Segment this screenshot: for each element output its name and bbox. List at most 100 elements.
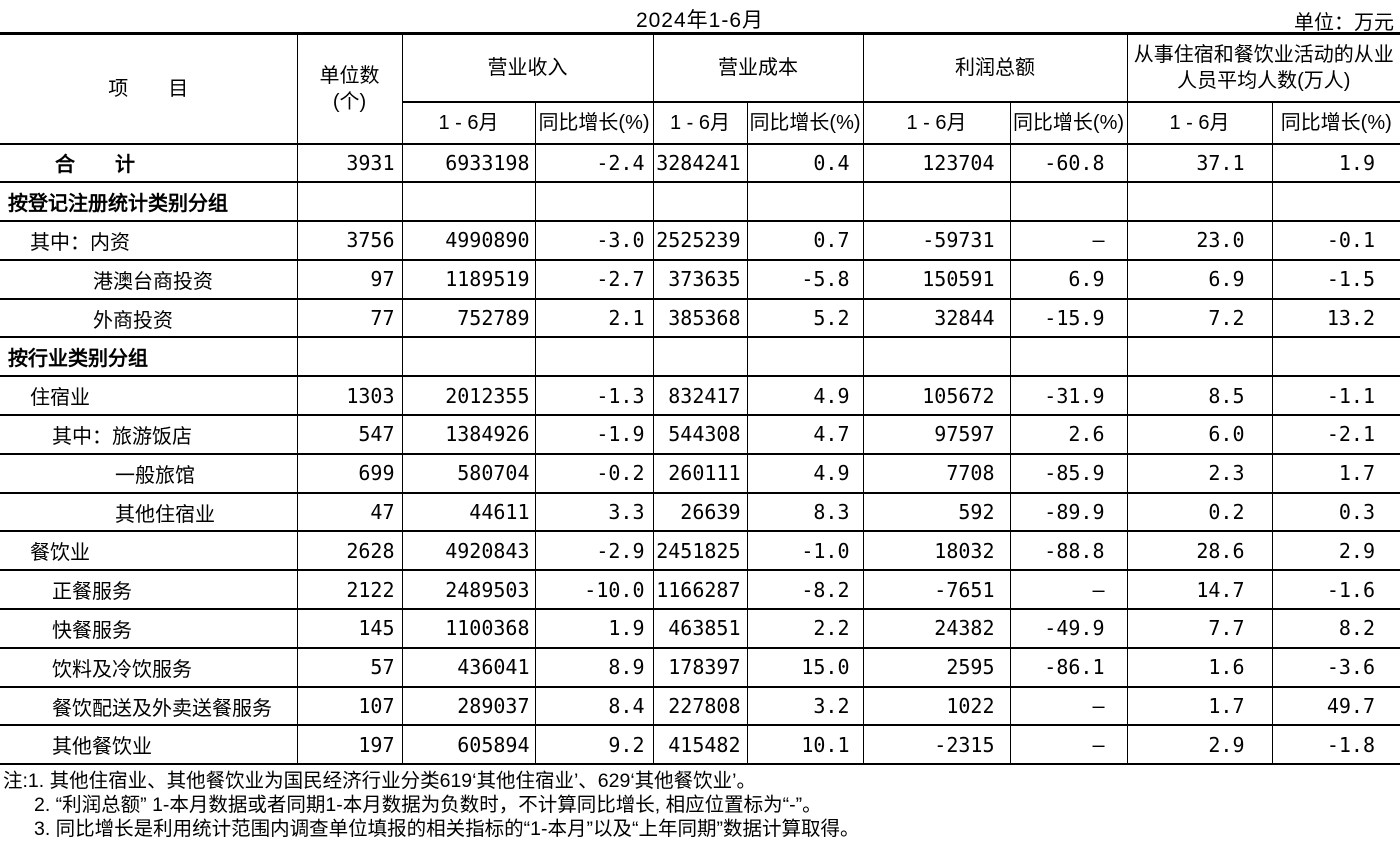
page-title: 2024年1-6月 [635, 9, 765, 32]
table-row: 其中：旅游饭店 547 1384926 -1.9 544308 4.7 97597 2.6 6.… [0, 414, 1400, 455]
title-bar: 2024年1-6月 单位：万元 [0, 0, 1400, 34]
row-value: 150591 [862, 258, 1011, 300]
row-value: 3931 [296, 142, 403, 184]
row-label: 其他餐饮业 [0, 724, 298, 766]
row-value: 6.9 [1126, 258, 1273, 300]
row-value: 4990890 [401, 220, 536, 261]
row-value [862, 336, 1011, 378]
table-body: 合 计 3931 6933198 -2.4 3284241 0.4 123704 -60.8 3… [0, 142, 1400, 766]
row-value: 1303 [296, 375, 403, 417]
header-row-sub: 1 - 6月 同比增长(%) 1 - 6月 同比增长(%) 1 - 6月 同比增… [0, 100, 1400, 145]
row-value: 47 [296, 491, 403, 533]
row-label: 一般旅馆 [0, 452, 298, 494]
row-value: 227808 [652, 685, 748, 727]
row-label: 正餐服务 [0, 569, 298, 611]
row-value: 5.2 [746, 297, 864, 339]
row-value: 6933198 [401, 142, 536, 184]
row-value: 547 [296, 414, 403, 455]
table-row: 餐饮配送及外卖送餐服务 107 289037 8.4 227808 3.2 1022—1.7… [0, 685, 1400, 727]
row-value [296, 336, 403, 378]
row-value: 2.9 [1126, 724, 1273, 766]
row-value: 26639 [652, 491, 748, 533]
table-row: 餐饮业 2628 4920843 -2.9 2451825 -1.0 18032 -88.8 2… [0, 530, 1400, 572]
row-value: 3.2 [746, 685, 864, 727]
row-value: 23.0 [1126, 220, 1273, 261]
row-value: 1.9 [534, 608, 654, 649]
subheader-staff-growth: 同比增长(%) [1271, 100, 1400, 145]
row-value: -5.8 [746, 258, 864, 300]
row-value: -88.8 [1009, 530, 1128, 572]
col-header-staff-line2: 人员平均人数(万人) [1177, 69, 1351, 92]
row-value: 8.4 [534, 685, 654, 727]
row-value: 145 [296, 608, 403, 649]
subheader-revenue-growth: 同比增长(%) [534, 100, 654, 145]
row-value: 1.7 [1271, 452, 1400, 494]
row-value: 1.6 [1126, 646, 1273, 688]
row-value [746, 181, 864, 223]
table-row: 其他餐饮业 197 605894 9.2 415482 10.1 -2315—2.9 -1.8 [0, 724, 1400, 766]
row-value [296, 181, 403, 223]
row-value: -1.5 [1271, 258, 1400, 300]
row-value [1009, 181, 1128, 223]
table-row: 外商投资 77 752789 2.1 385368 5.2 32844 -15.9 7.2 13.… [0, 297, 1400, 339]
row-value: 9.2 [534, 724, 654, 766]
footnote-line: 2. “利润总额” 1-本月数据或者同期1-本月数据为负数时，不计算同比增长, … [34, 794, 822, 817]
row-value: 107 [296, 685, 403, 727]
row-value: 0.7 [746, 220, 864, 261]
row-value: 1022 [862, 685, 1011, 727]
row-value: -1.1 [1271, 375, 1400, 417]
unit-label: 单位：万元 [1294, 12, 1394, 34]
row-value: 4920843 [401, 530, 536, 572]
row-value: -59731 [862, 220, 1011, 261]
row-value: 6.9 [1009, 258, 1128, 300]
row-label: 港澳台商投资 [0, 258, 298, 300]
table-row: 其他住宿业 47 44611 3.3 26639 8.3 592 -89.9 0.2 0.3 [0, 491, 1400, 533]
row-value: 463851 [652, 608, 748, 649]
row-value: 2.1 [534, 297, 654, 339]
row-value: — [1009, 685, 1128, 727]
row-value: 2.3 [1126, 452, 1273, 494]
row-value: -89.9 [1009, 491, 1128, 533]
row-value [401, 181, 536, 223]
table-row: 饮料及冷饮服务 57 436041 8.9 178397 15.0 2595 -86.1 1.6… [0, 646, 1400, 688]
row-value: -7651 [862, 569, 1011, 611]
row-value: 2.2 [746, 608, 864, 649]
row-value: 7.2 [1126, 297, 1273, 339]
row-value: 752789 [401, 297, 536, 339]
row-value: -60.8 [1009, 142, 1128, 184]
row-value: 197 [296, 724, 403, 766]
row-value [401, 336, 536, 378]
row-value: -0.1 [1271, 220, 1400, 261]
row-value: 1.7 [1126, 685, 1273, 727]
row-value: — [1009, 220, 1128, 261]
row-value: 105672 [862, 375, 1011, 417]
row-value: 2122 [296, 569, 403, 611]
row-value: -2315 [862, 724, 1011, 766]
row-value: -1.6 [1271, 569, 1400, 611]
row-label: 住宿业 [0, 375, 298, 417]
row-value: 592 [862, 491, 1011, 533]
row-value [534, 336, 654, 378]
row-value: -8.2 [746, 569, 864, 611]
row-value: 32844 [862, 297, 1011, 339]
row-value: 15.0 [746, 646, 864, 688]
row-value: 0.4 [746, 142, 864, 184]
row-value: 832417 [652, 375, 748, 417]
row-value: 0.3 [1271, 491, 1400, 533]
row-value: -85.9 [1009, 452, 1128, 494]
col-header-staff-line1: 从事住宿和餐饮业活动的从业 [1133, 43, 1394, 66]
row-value: 2.6 [1009, 414, 1128, 455]
row-label: 其他住宿业 [0, 491, 298, 533]
row-value [652, 336, 748, 378]
row-value: 24382 [862, 608, 1011, 649]
row-value: 10.1 [746, 724, 864, 766]
row-value [1126, 336, 1273, 378]
row-value: 57 [296, 646, 403, 688]
row-value: 2525239 [652, 220, 748, 261]
row-value: 580704 [401, 452, 536, 494]
subheader-cost-growth: 同比增长(%) [746, 100, 864, 145]
table-row: 正餐服务 2122 2489503 -10.0 1166287 -8.2 -7651—14.… [0, 569, 1400, 611]
table-row: 住宿业 1303 2012355 -1.3 832417 4.9 105672 -31.9 8.… [0, 375, 1400, 417]
row-value: 436041 [401, 646, 536, 688]
